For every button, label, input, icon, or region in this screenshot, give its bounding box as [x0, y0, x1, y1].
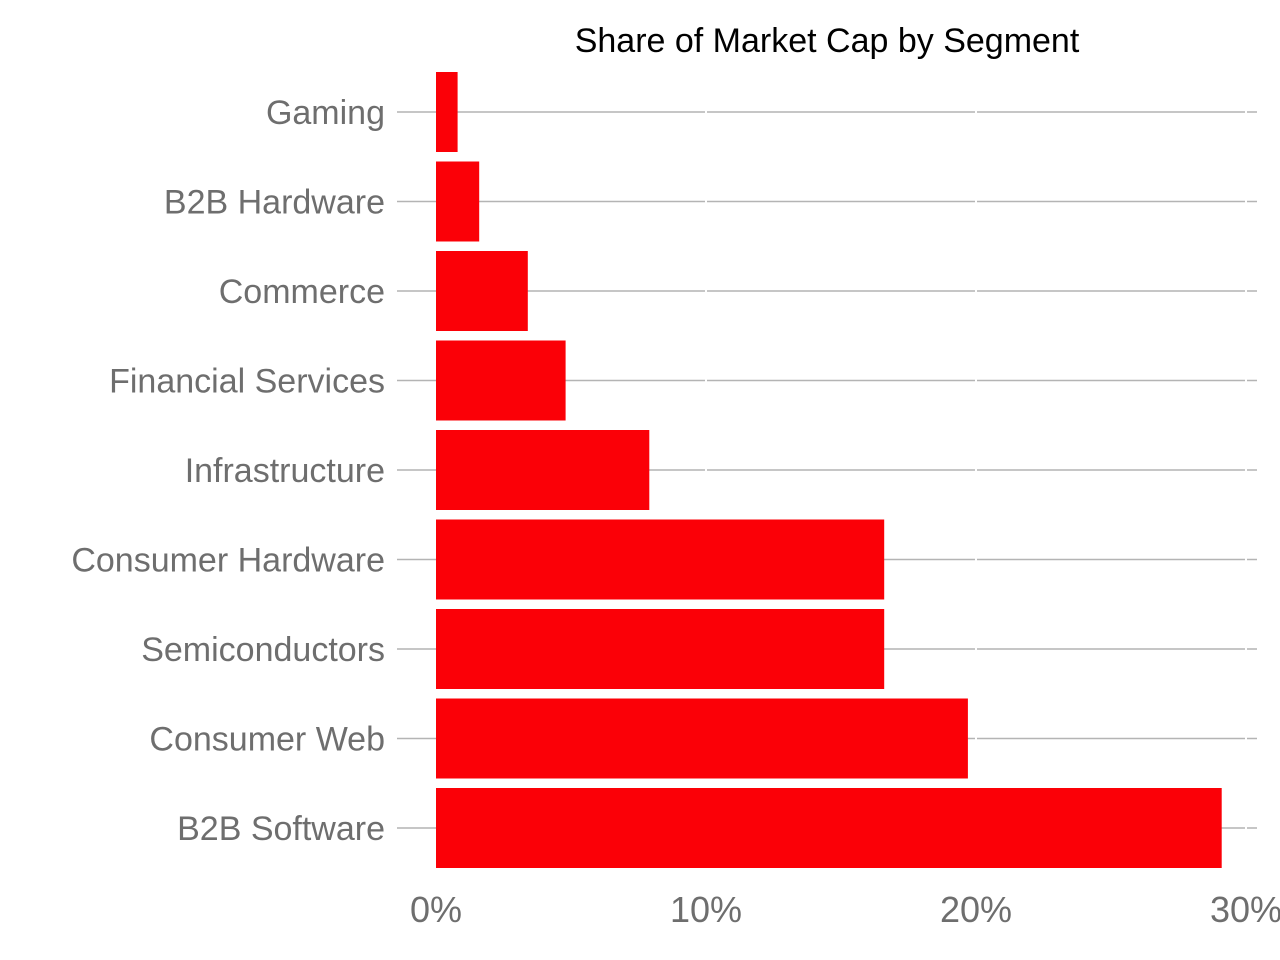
bar-gaming — [436, 72, 458, 152]
bar-commerce — [436, 251, 528, 331]
bar-consumer-hardware — [436, 519, 885, 600]
category-label: Gaming — [266, 94, 385, 132]
bar-semiconductors — [436, 609, 885, 689]
category-label: Financial Services — [109, 363, 385, 401]
bar-consumer-web — [436, 698, 968, 779]
category-label: B2B Software — [177, 810, 385, 848]
category-labels: Gaming B2B Hardware Commerce Financial Serv… — [71, 94, 385, 848]
x-tick-label: 30% — [1210, 889, 1280, 930]
bar-financial-services — [436, 340, 566, 421]
x-tick-label: 20% — [940, 889, 1012, 930]
bar-b2b-software — [436, 788, 1222, 868]
category-label: Infrastructure — [185, 452, 385, 490]
category-label: B2B Hardware — [164, 184, 385, 222]
category-label: Semiconductors — [141, 631, 385, 669]
bar-b2b-hardware — [436, 161, 480, 242]
bars — [436, 72, 1222, 868]
category-label: Consumer Web — [149, 721, 385, 759]
x-axis-ticks: 0% 10% 20% 30% — [410, 889, 1280, 930]
chart-title: Share of Market Cap by Segment — [575, 22, 1080, 60]
category-label: Consumer Hardware — [71, 542, 385, 580]
category-label: Commerce — [219, 273, 385, 311]
x-tick-label: 10% — [670, 889, 742, 930]
x-tick-label: 0% — [410, 889, 462, 930]
bar-infrastructure — [436, 430, 650, 510]
